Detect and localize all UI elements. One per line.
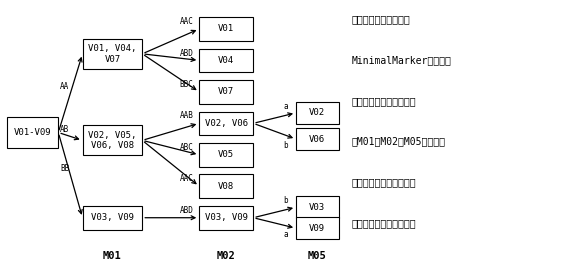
Text: M01: M01 xyxy=(103,251,122,261)
Text: V08: V08 xyxy=(218,182,235,191)
Text: て得た最少マーカーセッ: て得た最少マーカーセッ xyxy=(351,96,416,106)
FancyBboxPatch shape xyxy=(296,217,339,239)
Text: AB: AB xyxy=(60,125,69,134)
Text: V01: V01 xyxy=(218,24,235,33)
Text: V03, V09: V03, V09 xyxy=(205,213,248,222)
FancyBboxPatch shape xyxy=(296,128,339,150)
Text: V09: V09 xyxy=(309,224,325,233)
Text: a: a xyxy=(283,230,288,239)
FancyBboxPatch shape xyxy=(199,112,253,135)
Text: V02, V05,
V06, V08: V02, V05, V06, V08 xyxy=(88,131,137,150)
FancyBboxPatch shape xyxy=(199,206,253,229)
Text: BB: BB xyxy=(60,164,69,173)
Text: V05: V05 xyxy=(218,150,235,159)
Text: V02, V06: V02, V06 xyxy=(205,119,248,128)
Text: 図２　表１のデータに: 図２ 表１のデータに xyxy=(351,15,410,24)
Text: b: b xyxy=(283,196,288,205)
Text: AAC: AAC xyxy=(180,17,193,26)
Text: V03, V09: V03, V09 xyxy=(91,213,134,222)
FancyBboxPatch shape xyxy=(82,39,142,69)
Text: トM01，M02，M05により，: トM01，M02，M05により， xyxy=(351,136,446,147)
Text: AAB: AAB xyxy=(180,112,193,121)
Text: V03: V03 xyxy=(309,203,325,212)
Text: V01-V09: V01-V09 xyxy=(14,128,51,137)
Text: V06: V06 xyxy=(309,135,325,144)
Text: V01, V04,
V07: V01, V04, V07 xyxy=(88,44,137,64)
Text: MinimalMarkerを適用し: MinimalMarkerを適用し xyxy=(351,55,451,65)
Text: AAC: AAC xyxy=(180,174,193,183)
Text: b: b xyxy=(283,141,288,150)
Text: であることを示す樹形図: であることを示す樹形図 xyxy=(351,218,416,228)
FancyBboxPatch shape xyxy=(199,143,253,167)
Text: V07: V07 xyxy=(218,87,235,96)
Text: M05: M05 xyxy=(308,251,327,261)
Text: AA: AA xyxy=(60,82,69,91)
FancyBboxPatch shape xyxy=(199,80,253,104)
Text: BBC: BBC xyxy=(180,80,193,89)
FancyBboxPatch shape xyxy=(199,17,253,41)
Text: ABD: ABD xyxy=(180,48,193,58)
FancyBboxPatch shape xyxy=(82,125,142,156)
Text: ABD: ABD xyxy=(180,206,193,215)
FancyBboxPatch shape xyxy=(296,196,339,218)
FancyBboxPatch shape xyxy=(199,48,253,72)
FancyBboxPatch shape xyxy=(7,117,58,148)
Text: a: a xyxy=(283,102,288,111)
Text: V02: V02 xyxy=(309,108,325,117)
Text: ABC: ABC xyxy=(180,143,193,152)
FancyBboxPatch shape xyxy=(199,174,253,198)
Text: V04: V04 xyxy=(218,56,235,65)
FancyBboxPatch shape xyxy=(82,206,142,229)
Text: すべての品種が判別可能: すべての品種が判別可能 xyxy=(351,177,416,187)
FancyBboxPatch shape xyxy=(296,102,339,124)
Text: M02: M02 xyxy=(217,251,236,261)
